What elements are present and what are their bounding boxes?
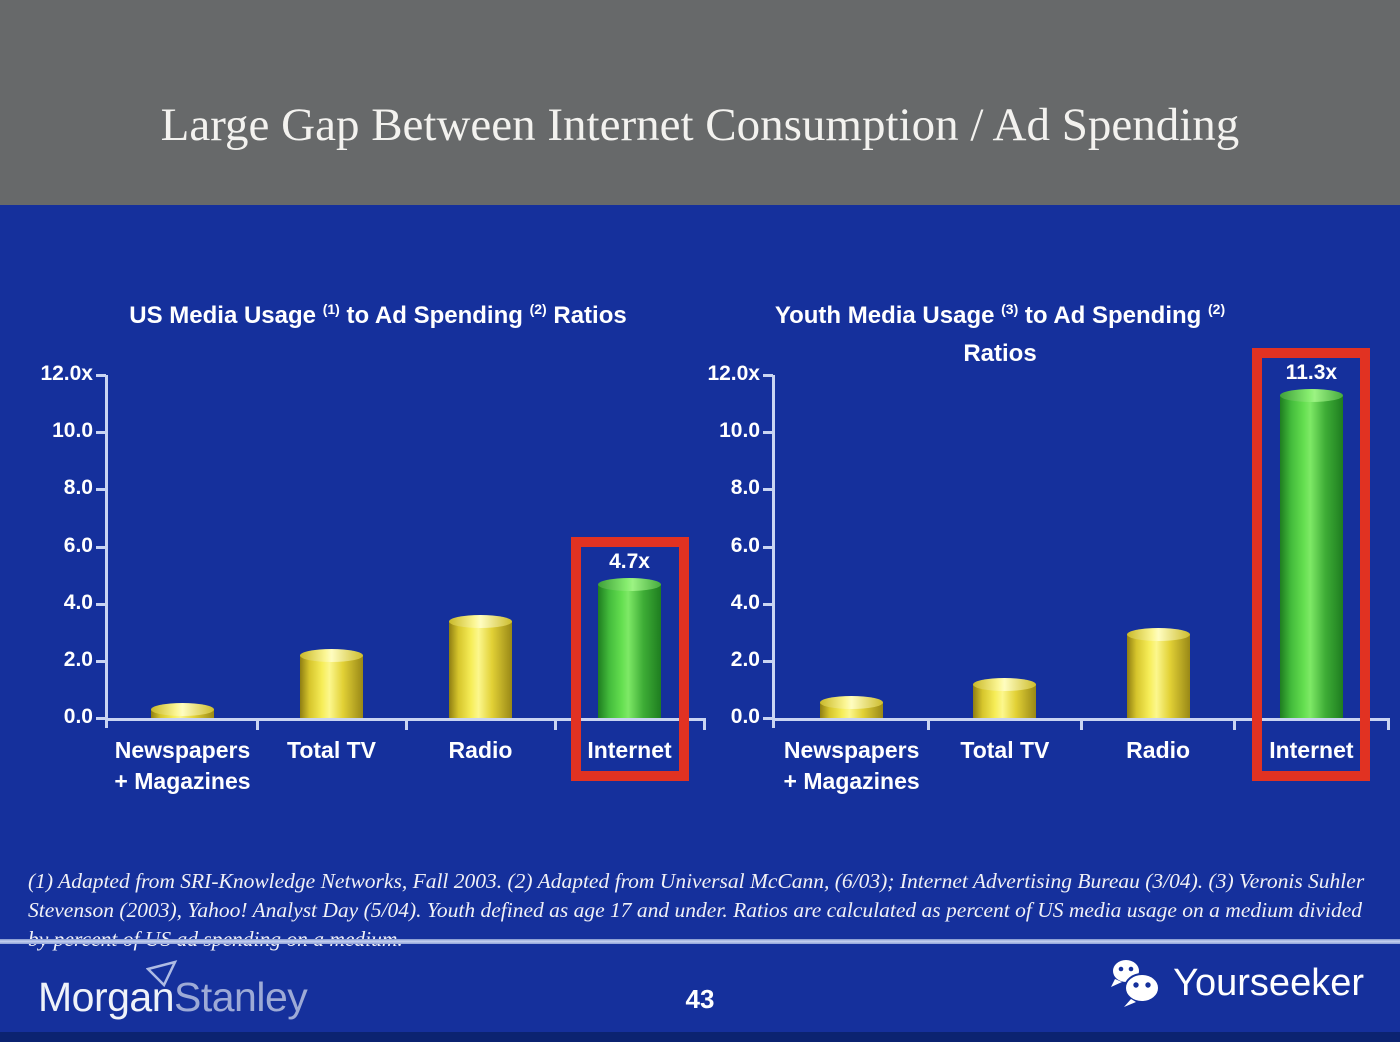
chart-title: Youth Media Usage (3) to Ad Spending (2)…: [774, 301, 1226, 367]
value-label: 11.3x: [1285, 361, 1338, 384]
bar-top-cap: [151, 703, 214, 717]
y-axis-tick: [763, 374, 773, 377]
value-label: 4.7x: [609, 549, 650, 573]
category-label-radio: Radio: [1126, 737, 1191, 763]
y-axis-label: 6.0: [730, 533, 760, 557]
y-axis-label: 2.0: [730, 647, 760, 671]
brand-stanley: Stanley: [174, 974, 308, 1020]
y-axis-tick: [763, 545, 773, 549]
y-axis-label: 10.0: [719, 419, 760, 443]
morgan-stanley-logo: MorganStanley: [38, 974, 308, 1021]
y-axis-label: 6.0: [63, 533, 93, 557]
category-label-newspapers-magazines: Newspapers + Magazines: [783, 737, 920, 794]
highlight-box: [570, 536, 689, 781]
y-axis-label: 10.0: [52, 419, 93, 443]
x-axis-tick: [1233, 718, 1237, 730]
y-axis-tick: [763, 602, 773, 606]
x-axis-tick: [553, 718, 557, 730]
yourseeker-label: Yourseeker: [1173, 961, 1364, 1004]
bar-top-cap: [449, 614, 512, 628]
yourseeker-watermark: Yourseeker: [1109, 958, 1364, 1008]
y-axis-label: 8.0: [730, 476, 760, 500]
y-axis-label: 0.0: [63, 705, 93, 728]
y-axis-label: 0.0: [730, 705, 760, 728]
y-axis-label: 8.0: [63, 476, 93, 500]
bar-top-cap: [300, 649, 363, 663]
y-axis-tick: [96, 545, 106, 549]
slide-header: Large Gap Between Internet Consumption /…: [0, 0, 1400, 205]
category-label-total-tv: Total TV: [960, 737, 1050, 763]
bar-newspapers-magazines: [151, 703, 214, 718]
bar-top-cap: [973, 677, 1037, 691]
footer-separator: [0, 939, 1400, 944]
wechat-icon: [1111, 960, 1161, 1007]
bar-radio: [1126, 627, 1190, 718]
bar-top-cap: [1126, 627, 1190, 641]
bar-top-cap: [598, 577, 661, 591]
morgan-stanley-flag-icon: [146, 960, 178, 987]
bar-internet: [1279, 389, 1343, 718]
bottom-strip: [0, 1032, 1400, 1042]
x-axis-tick: [1386, 718, 1390, 730]
x-axis-tick: [255, 718, 259, 730]
y-axis-tick: [96, 717, 106, 720]
category-label-total-tv: Total TV: [286, 737, 376, 763]
y-axis-label: 12.0x: [707, 362, 760, 385]
y-axis-line: [105, 375, 108, 728]
page-number: 43: [685, 984, 715, 1014]
y-axis-tick: [96, 659, 106, 663]
y-axis-line: [772, 375, 775, 728]
category-label-internet: Internet: [587, 737, 672, 763]
bar-radio: [449, 614, 512, 718]
bar-newspapers-magazines: [820, 696, 884, 718]
y-axis-label: 4.0: [63, 590, 93, 614]
brand-morgan: Morgan: [38, 974, 175, 1020]
page-title: Large Gap Between Internet Consumption /…: [160, 99, 1240, 151]
y-axis-tick: [763, 717, 773, 720]
bar-total-tv: [973, 677, 1037, 718]
y-axis-tick: [96, 602, 106, 606]
x-axis-tick: [1080, 718, 1083, 730]
y-axis-tick: [763, 659, 773, 663]
chart-title: US Media Usage (1) to Ad Spending (2) Ra…: [129, 301, 627, 329]
bar-internet: [598, 577, 661, 718]
bar-total-tv: [300, 649, 363, 718]
bar-top-cap: [820, 696, 884, 710]
y-axis-label: 2.0: [63, 647, 93, 671]
x-axis-tick: [404, 718, 408, 730]
y-axis-tick: [763, 488, 773, 492]
y-axis-tick: [96, 488, 106, 492]
y-axis-tick: [96, 374, 106, 377]
category-label-radio: Radio: [448, 737, 513, 763]
highlight-box: [1252, 348, 1371, 781]
category-label-internet: Internet: [1269, 737, 1354, 763]
y-axis-label: 12.0x: [40, 362, 93, 385]
y-axis-label: 4.0: [730, 590, 760, 614]
bar-top-cap: [1279, 389, 1343, 402]
footer: MorganStanley 43 Yourseeker: [0, 944, 1400, 1032]
x-axis-tick: [702, 718, 706, 730]
y-axis-tick: [96, 431, 106, 435]
category-label-newspapers-magazines: Newspapers + Magazines: [114, 737, 251, 794]
y-axis-tick: [763, 431, 773, 435]
x-axis-tick: [926, 718, 930, 730]
